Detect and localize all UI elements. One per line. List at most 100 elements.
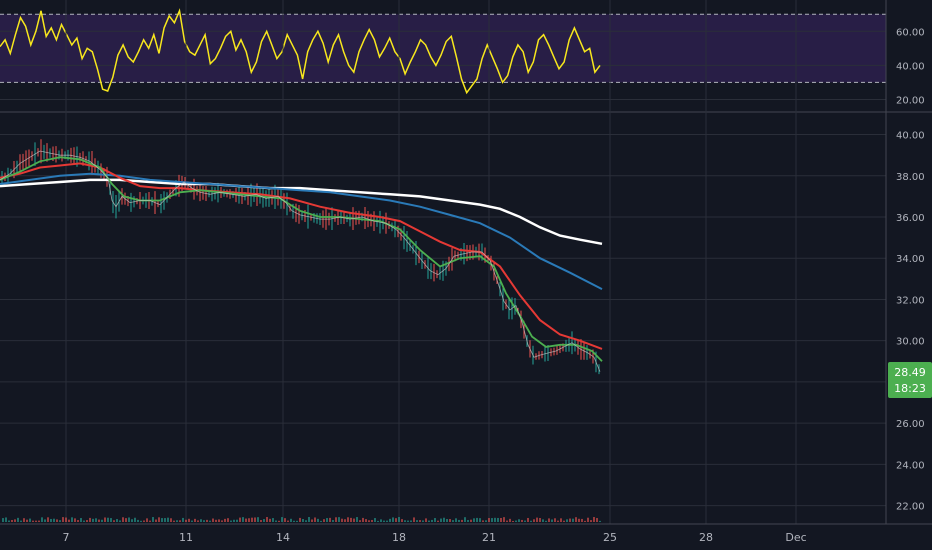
volume-bar xyxy=(263,519,265,522)
current-price-tag: 28.49 18:23 xyxy=(888,362,932,398)
volume-bar xyxy=(266,517,268,522)
time-tick-label: 7 xyxy=(63,531,70,544)
volume-bar xyxy=(305,520,307,522)
volume-bar xyxy=(92,518,94,522)
volume-bar xyxy=(95,518,97,522)
volume-bar xyxy=(200,519,202,522)
volume-bar xyxy=(209,520,211,522)
volume-bar xyxy=(161,518,163,522)
volume-bar xyxy=(218,519,220,522)
volume-bar xyxy=(377,520,379,522)
volume-bar xyxy=(425,518,427,522)
volume-bar xyxy=(164,518,166,522)
volume-bar xyxy=(269,518,271,522)
price-tag-background xyxy=(888,362,932,398)
volume-bar xyxy=(89,517,91,522)
time-tick-label: 21 xyxy=(482,531,496,544)
volume-bar xyxy=(80,518,82,522)
volume-bar xyxy=(98,519,100,522)
volume-bar xyxy=(281,517,283,522)
volume-bar xyxy=(56,519,58,522)
volume-bar xyxy=(152,517,154,522)
volume-bar xyxy=(503,517,505,522)
volume-bar xyxy=(569,518,571,522)
volume-bar xyxy=(566,519,568,522)
volume-bar xyxy=(383,520,385,522)
time-tick-label: 25 xyxy=(603,531,617,544)
volume-bar xyxy=(326,518,328,522)
rsi-tick-label: 40.00 xyxy=(896,61,925,72)
price-tick-label: 22.00 xyxy=(896,502,925,513)
volume-bar xyxy=(386,520,388,522)
volume-bar xyxy=(344,519,346,522)
volume-bar xyxy=(107,517,109,522)
volume-bar xyxy=(584,520,586,522)
volume-bar xyxy=(17,517,19,522)
volume-bar xyxy=(551,519,553,522)
volume-bar xyxy=(530,520,532,522)
volume-bar xyxy=(299,517,301,522)
volume-bar xyxy=(131,519,133,522)
volume-bar xyxy=(365,519,367,522)
volume-bar xyxy=(473,518,475,522)
volume-bar xyxy=(215,519,217,522)
volume-bar xyxy=(356,517,358,522)
volume-bar xyxy=(563,520,565,522)
volume-bar xyxy=(251,517,253,522)
volume-bar xyxy=(140,520,142,522)
volume-bar xyxy=(512,520,514,522)
volume-bar xyxy=(236,519,238,522)
volume-bar xyxy=(32,520,34,522)
volume-bar xyxy=(47,517,49,522)
ema-red-line xyxy=(0,162,603,350)
volume-bar xyxy=(239,517,241,522)
volume-bar xyxy=(491,518,493,522)
volume-bar xyxy=(293,520,295,522)
volume-bar xyxy=(116,519,118,522)
volume-bar xyxy=(560,518,562,522)
volume-bar xyxy=(581,518,583,522)
volume-bar xyxy=(26,519,28,522)
volume-bar xyxy=(119,520,121,522)
volume-bar xyxy=(227,518,229,522)
volume-bar xyxy=(410,520,412,522)
volume-bar xyxy=(515,520,517,522)
volume-bar xyxy=(44,519,46,522)
volume-bar xyxy=(185,519,187,522)
time-axis-ticks[interactable]: 7 11 14 18 21 25 28 Dec xyxy=(63,531,807,544)
volume-bar xyxy=(476,517,478,522)
volume-bar xyxy=(158,517,160,522)
volume-bar xyxy=(41,517,43,522)
volume-bar xyxy=(83,520,85,522)
volume-bar xyxy=(443,517,445,522)
volume-bar xyxy=(242,517,244,522)
volume-bar xyxy=(149,520,151,522)
volume-bar xyxy=(440,518,442,522)
time-tick-label: 28 xyxy=(699,531,713,544)
volume-bar xyxy=(404,520,406,522)
volume-bar xyxy=(461,519,463,522)
volume-bar xyxy=(578,518,580,522)
volume-bar xyxy=(287,520,289,522)
volume-bar xyxy=(233,519,235,522)
volume-bar xyxy=(374,518,376,522)
rsi-panel[interactable]: 20.00 40.00 60.00 xyxy=(0,8,925,107)
volume-bar xyxy=(290,518,292,522)
price-tick-label: 38.00 xyxy=(896,172,925,183)
volume-bar xyxy=(350,517,352,522)
volume-bar xyxy=(65,517,67,522)
volume-bar xyxy=(500,517,502,522)
volume-bar xyxy=(170,518,172,522)
volume-bar xyxy=(335,517,337,522)
time-tick-label: 14 xyxy=(276,531,290,544)
volume-bar xyxy=(506,520,508,522)
volume-bar xyxy=(452,520,454,522)
volume-bar xyxy=(599,520,601,522)
volume-bar xyxy=(101,519,103,522)
volume-bar xyxy=(437,520,439,522)
volume-bar xyxy=(20,520,22,522)
volume-bar xyxy=(368,520,370,522)
price-tag-price: 28.49 xyxy=(894,366,926,379)
volume-bar xyxy=(593,517,595,522)
